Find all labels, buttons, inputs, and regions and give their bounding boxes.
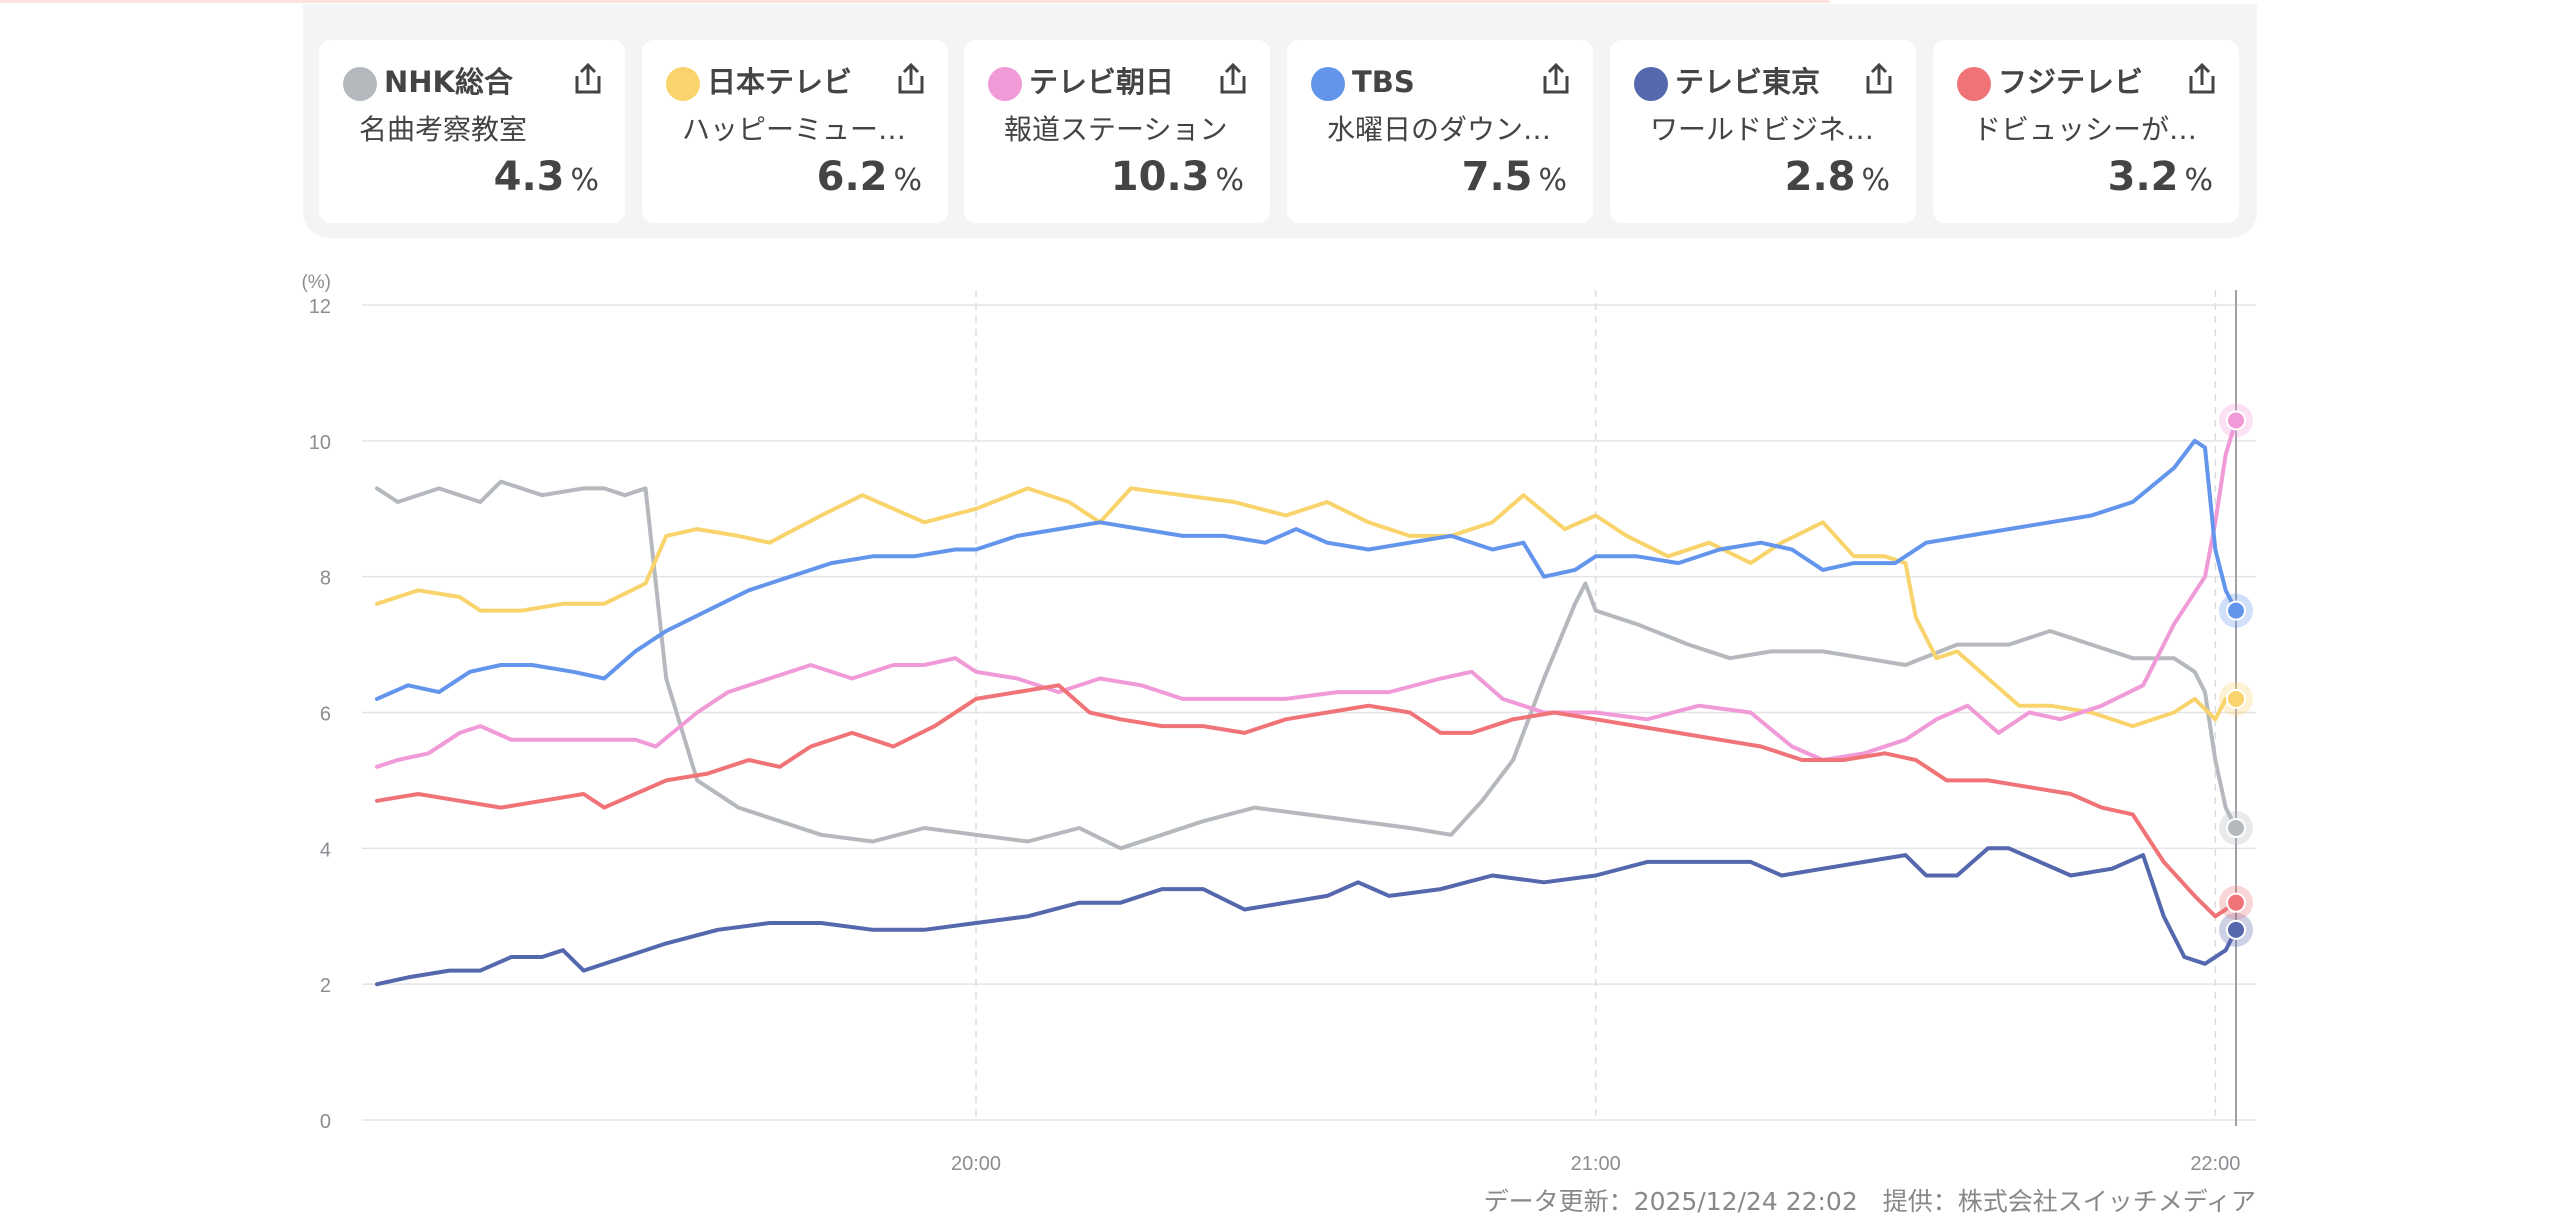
series-line xyxy=(375,486,2238,729)
station-name: TBS xyxy=(1352,65,1415,99)
station-color-dot xyxy=(666,67,700,101)
station-name: テレビ東京 xyxy=(1675,65,1821,99)
series-line xyxy=(375,479,2238,851)
rating-unit: % xyxy=(1538,163,1567,198)
y-tick-label: 0 xyxy=(320,1111,331,1133)
rating-number: 10.3 xyxy=(1110,154,1210,200)
y-tick-label: 8 xyxy=(320,568,331,590)
rating-value: 2.8% xyxy=(1785,152,1890,210)
x-tick-label: 22:00 xyxy=(2190,1153,2240,1175)
rating-unit: % xyxy=(570,163,599,198)
rating-value: 6.2% xyxy=(817,152,922,210)
current-value-point xyxy=(2226,688,2246,709)
share-icon[interactable] xyxy=(1537,60,1575,98)
station-card-tv-tokyo[interactable]: テレビ東京 ワールドビジネ… 2.8% xyxy=(1610,40,1916,223)
rating-unit: % xyxy=(893,163,922,198)
rating-number: 3.2 xyxy=(2107,154,2179,200)
rating-unit: % xyxy=(1215,163,1244,198)
x-tick-label: 21:00 xyxy=(1571,1153,1621,1175)
rating-value: 3.2% xyxy=(2108,152,2213,210)
y-tick-label: 6 xyxy=(320,704,331,726)
series-line xyxy=(375,438,2238,701)
rating-number: 6.2 xyxy=(816,154,888,200)
station-card-tv-asahi[interactable]: テレビ朝日 報道ステーション 10.3% xyxy=(964,40,1270,223)
current-value-point xyxy=(2226,600,2246,621)
station-color-dot xyxy=(1634,67,1668,101)
rating-unit: % xyxy=(1861,163,1890,198)
current-value-point xyxy=(2226,410,2246,431)
station-color-dot xyxy=(1311,67,1345,101)
station-card-nhk[interactable]: NHK総合 名曲考察教室 4.3% xyxy=(319,40,625,223)
y-unit-label: (%) xyxy=(301,272,331,293)
y-tick-label: 12 xyxy=(309,296,331,318)
station-color-dot xyxy=(988,67,1022,101)
y-tick-label: 10 xyxy=(309,432,331,454)
station-color-dot xyxy=(1957,67,1991,101)
share-icon[interactable] xyxy=(1214,60,1252,98)
series-line xyxy=(375,846,2238,987)
current-value-point xyxy=(2226,919,2246,940)
station-name: テレビ朝日 xyxy=(1029,65,1175,99)
rating-number: 2.8 xyxy=(1784,154,1856,200)
station-color-dot xyxy=(343,67,377,101)
share-icon[interactable] xyxy=(569,60,607,98)
series-line xyxy=(375,683,2238,919)
rating-value: 7.5% xyxy=(1462,152,1567,210)
y-tick-label: 2 xyxy=(320,975,331,997)
share-icon[interactable] xyxy=(2183,60,2221,98)
rating-unit: % xyxy=(2184,163,2213,198)
station-card-fuji[interactable]: フジテレビ ドビュッシーが… 3.2% xyxy=(1933,40,2239,223)
current-value-point xyxy=(2226,817,2246,838)
y-tick-label: 4 xyxy=(320,839,331,861)
current-value-point xyxy=(2226,892,2246,913)
rating-value: 4.3% xyxy=(494,152,599,210)
share-icon[interactable] xyxy=(892,60,930,98)
station-name: フジテレビ xyxy=(1998,65,2144,99)
top-accent-strip xyxy=(0,0,1830,3)
station-name: 日本テレビ xyxy=(707,65,853,99)
station-name: NHK総合 xyxy=(384,65,514,99)
x-tick-label: 20:00 xyxy=(951,1153,1001,1175)
rating-value: 10.3% xyxy=(1111,152,1244,210)
rating-number: 7.5 xyxy=(1461,154,1533,200)
share-icon[interactable] xyxy=(1860,60,1898,98)
station-card-tbs[interactable]: TBS 水曜日のダウン… 7.5% xyxy=(1287,40,1593,223)
rating-number: 4.3 xyxy=(493,154,565,200)
data-update-footer: データ更新：2025/12/24 22:02 提供：株式会社スイッチメディア xyxy=(1483,1187,2256,1216)
station-card-ntv[interactable]: 日本テレビ ハッピーミュー… 6.2% xyxy=(642,40,948,223)
series-line xyxy=(375,418,2238,769)
station-cards-panel xyxy=(303,4,2257,238)
